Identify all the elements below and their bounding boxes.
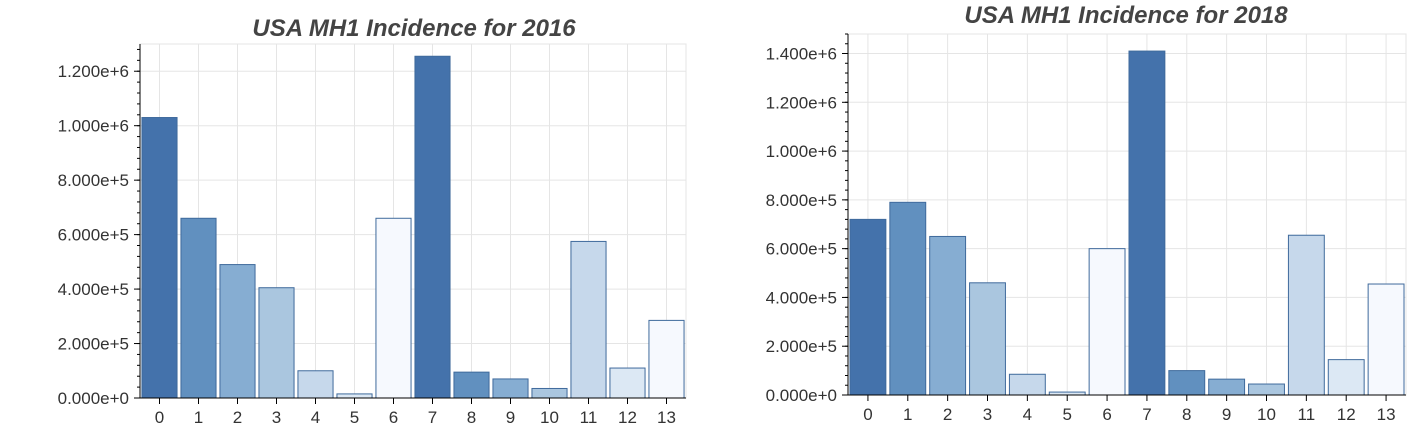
x-tick-label: 5 — [1062, 405, 1071, 424]
x-tick-label: 10 — [1257, 405, 1276, 424]
chart-2016: USA MH1 Incidence for 2016 0.000e+0 2.000… — [58, 15, 687, 427]
x-tick-label: 0 — [155, 408, 164, 427]
x-tick-label: 9 — [1222, 405, 1231, 424]
bar-3 — [969, 282, 1006, 396]
bar-8 — [1168, 370, 1206, 396]
x-tick-label: 2 — [233, 408, 242, 427]
chart-2018: USA MH1 Incidence for 2018 0.000e+0 2.000… — [766, 2, 1407, 424]
x-tick-label: 4 — [1023, 405, 1032, 424]
x-tick-label: 5 — [350, 408, 359, 427]
bar-0 — [849, 218, 887, 396]
x-tick-label: 7 — [1142, 405, 1151, 424]
y-tick-label: 6.000e+5 — [58, 226, 129, 245]
bar-9 — [492, 378, 529, 399]
bar-1 — [889, 201, 927, 396]
bar-11 — [1287, 234, 1325, 396]
y-tick-label: 1.200e+6 — [58, 62, 129, 81]
y-tick-label: 6.000e+5 — [766, 240, 837, 259]
y-tick-label: 2.000e+5 — [58, 335, 129, 354]
x-tick-label: 11 — [580, 408, 598, 427]
bar-2 — [219, 264, 256, 399]
bar-8 — [453, 371, 490, 399]
x-tick-label: 11 — [1298, 405, 1316, 424]
chart-2016-axes: 0.000e+0 2.000e+5 4.000e+5 6.000e+5 8.000e+5… — [58, 44, 686, 427]
bar-6 — [375, 217, 412, 399]
chart-2018-axes: 0.000e+0 2.000e+5 4.000e+5 6.000e+5 8.000e+5… — [766, 33, 1406, 424]
x-tick-label: 4 — [311, 408, 320, 427]
chart-2016-bars — [141, 55, 685, 399]
bar-12 — [609, 367, 646, 399]
y-tick-label: 0.000e+0 — [58, 389, 129, 408]
x-tick-label: 9 — [506, 408, 515, 427]
x-tick-label: 2 — [943, 405, 952, 424]
y-tick-label: 0.000e+0 — [766, 386, 837, 405]
chart-2016-title: USA MH1 Incidence for 2016 — [252, 15, 576, 42]
x-tick-label: 12 — [618, 408, 637, 427]
bar-12 — [1327, 359, 1365, 396]
y-tick-label: 8.000e+5 — [766, 191, 837, 210]
x-tick-label: 13 — [1377, 405, 1396, 424]
x-tick-label: 7 — [428, 408, 437, 427]
bar-10 — [531, 387, 568, 399]
x-tick-label: 3 — [983, 405, 992, 424]
bar-4 — [297, 370, 334, 399]
bar-6 — [1088, 248, 1126, 396]
x-tick-label: 1 — [903, 405, 912, 424]
y-tick-label: 4.000e+5 — [766, 288, 837, 307]
x-tick-label: 12 — [1337, 405, 1356, 424]
y-tick-label: 1.200e+6 — [766, 93, 837, 112]
chart-2018-title: USA MH1 Incidence for 2018 — [964, 2, 1288, 29]
x-tick-label: 13 — [657, 408, 676, 427]
bar-13 — [648, 319, 685, 399]
bar-7 — [414, 55, 451, 399]
bar-5 — [336, 393, 373, 399]
x-tick-label: 10 — [540, 408, 559, 427]
bar-2 — [929, 235, 967, 396]
bar-3 — [258, 287, 295, 399]
x-tick-label: 8 — [1182, 405, 1191, 424]
y-tick-label: 1.400e+6 — [766, 45, 837, 64]
bar-0 — [141, 117, 178, 399]
x-tick-label: 8 — [467, 408, 476, 427]
y-tick-label: 2.000e+5 — [766, 337, 837, 356]
bar-7 — [1128, 50, 1166, 396]
bar-13 — [1367, 283, 1405, 396]
bar-9 — [1208, 378, 1246, 396]
y-tick-label: 8.000e+5 — [58, 171, 129, 190]
x-tick-label: 3 — [272, 408, 281, 427]
bar-10 — [1248, 383, 1285, 396]
bar-11 — [570, 240, 607, 399]
bar-1 — [180, 217, 217, 399]
chart-2018-bars — [849, 50, 1405, 396]
bar-4 — [1008, 373, 1046, 396]
x-tick-label: 6 — [389, 408, 398, 427]
y-tick-label: 1.000e+6 — [58, 117, 129, 136]
x-tick-label: 1 — [194, 408, 203, 427]
x-tick-label: 6 — [1102, 405, 1111, 424]
y-tick-label: 4.000e+5 — [58, 280, 129, 299]
y-tick-label: 1.000e+6 — [766, 142, 837, 161]
x-tick-label: 0 — [863, 405, 872, 424]
